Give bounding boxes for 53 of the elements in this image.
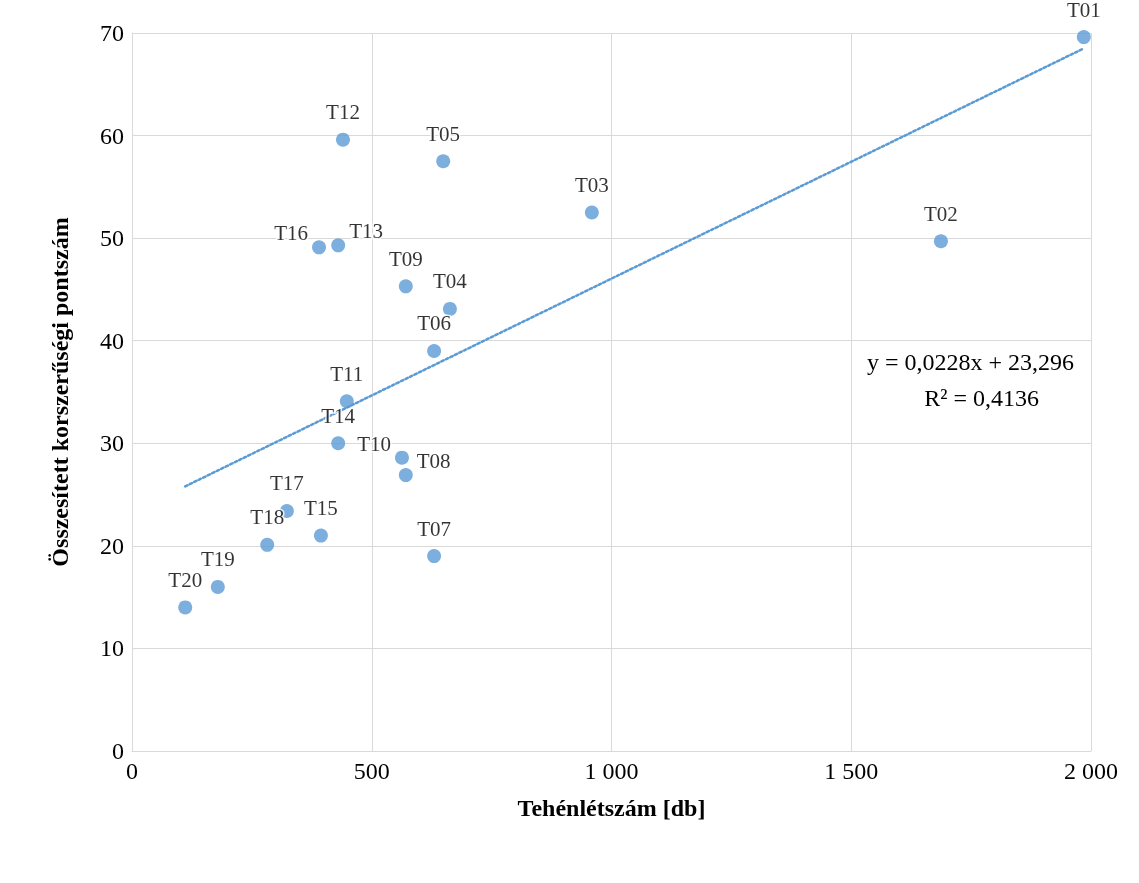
y-tick-label: 30	[100, 430, 124, 457]
point	[394, 450, 409, 465]
data-label: T06	[417, 311, 451, 336]
point	[933, 234, 948, 249]
x-tick-label: 1 500	[824, 758, 879, 784]
data-label: T04	[432, 269, 468, 294]
y-tick-label: 60	[100, 122, 124, 149]
y-tick-label: 70	[100, 20, 124, 46]
annotation: y = 0,0228x + 23,296	[866, 349, 1075, 375]
x-tick-label: 2 000	[1064, 758, 1118, 784]
data-label: T09	[388, 246, 423, 271]
point	[398, 468, 413, 483]
data-label: T13	[349, 219, 384, 244]
point	[398, 279, 413, 294]
y-tick-label: 20	[100, 532, 124, 559]
data-label: T05	[426, 121, 461, 146]
annotation: R² = 0,4136	[924, 385, 1040, 411]
point	[331, 238, 346, 253]
x-axis-title: Tehénlétszám [db]	[517, 795, 706, 821]
point	[260, 537, 275, 552]
data-label: T07	[417, 516, 451, 541]
x-tick-label: 1 000	[584, 758, 639, 784]
y-tick-label: 50	[100, 225, 124, 252]
data-label: T18	[250, 505, 285, 530]
data-label: T16	[274, 221, 309, 246]
y-axis-title: Összesített korszerűségi pontszám	[47, 217, 73, 567]
point	[331, 436, 346, 451]
point	[436, 154, 451, 169]
point	[178, 600, 193, 615]
y-tick-label: 0	[112, 738, 124, 764]
data-label: T12	[326, 100, 360, 125]
data-label: T02	[924, 201, 958, 226]
y-tick-label: 40	[100, 327, 124, 354]
point	[1076, 30, 1091, 45]
data-label: T01	[1066, 0, 1101, 22]
data-label: T20	[168, 567, 203, 592]
data-label: T08	[416, 449, 451, 474]
point	[442, 301, 457, 316]
data-label: T19	[200, 547, 235, 572]
data-label: T15	[304, 496, 338, 521]
point	[584, 205, 599, 220]
data-label: T17	[269, 471, 304, 496]
data-label: T10	[357, 431, 391, 456]
point	[313, 528, 328, 543]
data-label: T03	[574, 173, 609, 197]
x-tick-label: 500	[353, 758, 390, 784]
point	[312, 240, 327, 255]
y-tick-label: 10	[100, 635, 124, 662]
point	[427, 343, 442, 358]
point	[335, 132, 350, 147]
point	[210, 579, 225, 594]
point	[427, 549, 442, 564]
data-label: T11	[330, 361, 364, 386]
